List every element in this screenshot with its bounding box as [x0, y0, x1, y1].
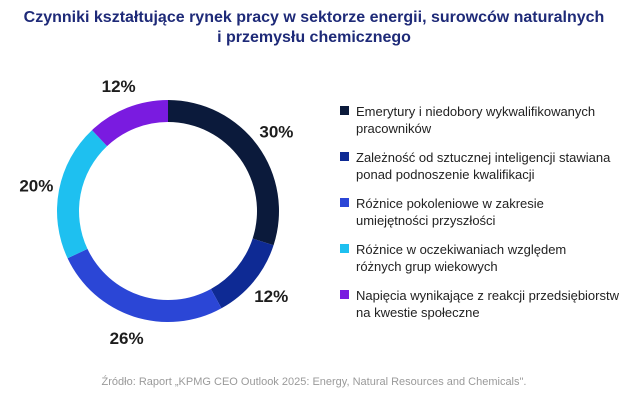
source-note: Źródło: Raport „KPMG CEO Outlook 2025: E…	[101, 376, 527, 388]
donut-slice	[57, 130, 108, 259]
chart-title-line-1: Czynniki kształtujące rynek pracy w sekt…	[23, 9, 605, 26]
slice-value-label: 30%	[259, 123, 293, 142]
legend-label: Zależność od sztucznej inteligencji staw…	[356, 150, 611, 182]
slice-value-label: 12%	[254, 287, 288, 306]
legend-item: Różnice w oczekiwaniach względem różnych…	[340, 241, 620, 275]
legend-item: Emerytury i niedobory wykwalifikowanych …	[340, 103, 620, 137]
slice-value-label: 26%	[110, 329, 144, 348]
donut-slice	[210, 238, 274, 309]
legend-item: Różnice pokoleniowe w zakresie umiejętno…	[340, 195, 620, 229]
legend-item: Zależność od sztucznej inteligencji staw…	[340, 149, 620, 183]
legend-swatch	[340, 244, 349, 253]
legend-swatch	[340, 290, 349, 299]
legend-swatch	[340, 198, 349, 207]
donut-slice	[168, 100, 279, 246]
donut-slice	[92, 100, 168, 147]
legend-item: Napięcia wynikające z reakcji przedsiębi…	[340, 287, 620, 321]
legend-swatch	[340, 152, 349, 161]
legend-label: Różnice pokoleniowe w zakresie umiejętno…	[356, 196, 544, 228]
legend-label: Różnice w oczekiwaniach względem różnych…	[356, 242, 567, 274]
legend-label: Napięcia wynikające z reakcji przedsiębi…	[356, 288, 619, 320]
chart-legend: Emerytury i niedobory wykwalifikowanych …	[340, 103, 620, 333]
donut-slice	[67, 248, 222, 322]
legend-swatch	[340, 106, 349, 115]
chart-title-line-2: i przemysłu chemicznego	[217, 29, 411, 46]
slice-value-label: 20%	[19, 176, 53, 195]
legend-label: Emerytury i niedobory wykwalifikowanych …	[356, 104, 596, 136]
chart-title: Czynniki kształtujące rynek pracy w sekt…	[0, 8, 628, 48]
slice-value-label: 12%	[102, 77, 136, 96]
